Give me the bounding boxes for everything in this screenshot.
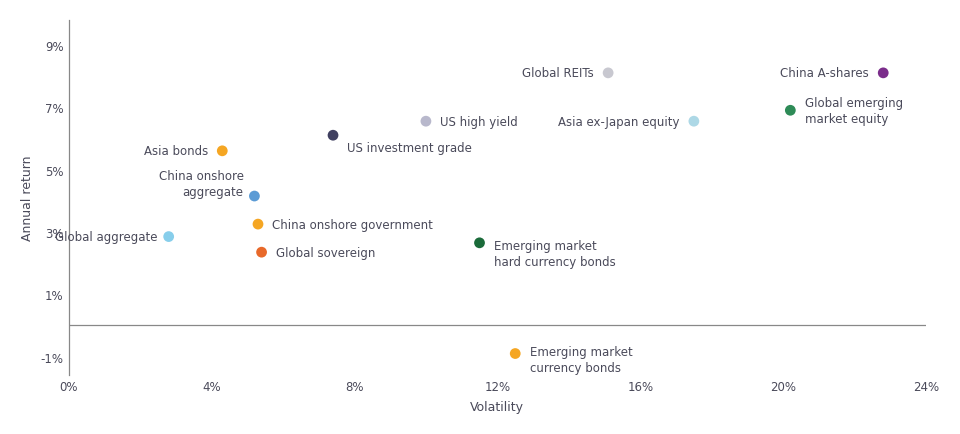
Text: US investment grade: US investment grade [348,142,472,155]
Text: Emerging market
currency bonds: Emerging market currency bonds [530,345,633,375]
Text: China onshore government: China onshore government [273,218,433,231]
Point [251,221,266,228]
Point [325,132,341,139]
Text: Global aggregate: Global aggregate [56,230,158,243]
Text: Global sovereign: Global sovereign [276,246,375,259]
Point [876,70,891,77]
Text: US high yield: US high yield [441,115,518,128]
Point [600,70,615,77]
Text: Global REITs: Global REITs [522,67,594,80]
Point [253,249,269,256]
Y-axis label: Annual return: Annual return [21,155,34,241]
Text: China onshore
aggregate: China onshore aggregate [158,170,244,199]
Text: Emerging market
hard currency bonds: Emerging market hard currency bonds [493,240,615,269]
Point [471,240,487,247]
Text: Global emerging
market equity: Global emerging market equity [804,96,902,125]
Point [247,193,262,200]
Point [782,108,798,115]
Point [508,350,523,357]
Text: Asia bonds: Asia bonds [144,145,208,158]
Point [215,148,230,155]
Text: Asia ex-Japan equity: Asia ex-Japan equity [558,115,680,128]
X-axis label: Volatility: Volatility [470,400,524,413]
Text: China A-shares: China A-shares [780,67,869,80]
Point [161,233,177,240]
Point [419,118,434,125]
Point [686,118,702,125]
